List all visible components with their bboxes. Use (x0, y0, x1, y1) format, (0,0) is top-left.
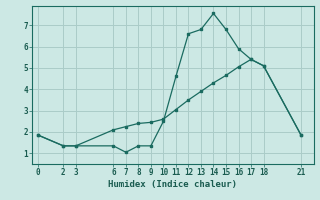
X-axis label: Humidex (Indice chaleur): Humidex (Indice chaleur) (108, 180, 237, 189)
